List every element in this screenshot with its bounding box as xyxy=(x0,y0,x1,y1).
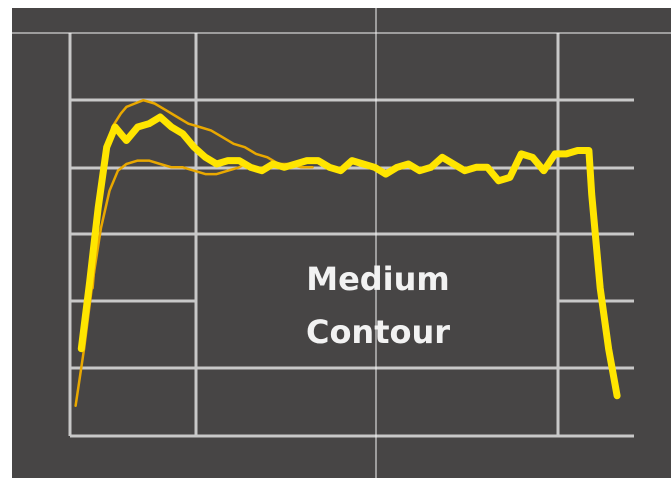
annotation-contour: Contour xyxy=(306,313,450,351)
series-line-thin-upper xyxy=(91,98,314,290)
series-line-thin-lower xyxy=(74,159,247,408)
series-layer xyxy=(74,98,621,408)
horizontal-gridlines xyxy=(70,98,634,438)
annotation-medium: Medium xyxy=(306,260,450,298)
series-line-thick xyxy=(77,113,621,400)
chart-background xyxy=(12,8,671,478)
